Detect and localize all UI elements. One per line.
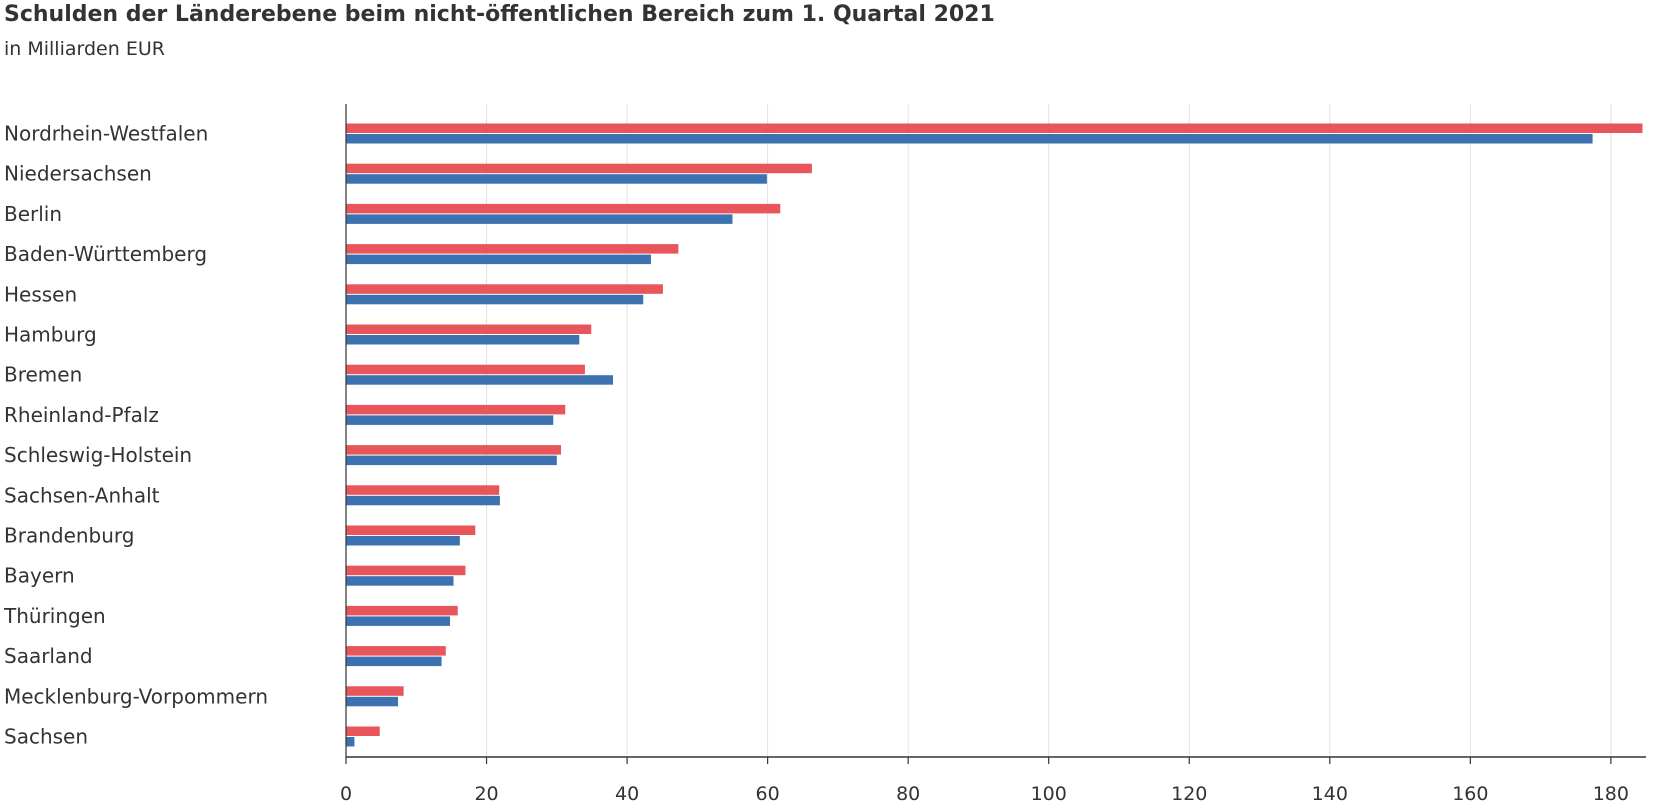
bar-series-2 <box>346 536 460 546</box>
bar-series-2 <box>346 174 767 184</box>
bar-series-1 <box>346 244 679 254</box>
x-tick-label: 80 <box>896 783 920 805</box>
bar-series-1 <box>346 726 380 736</box>
bar-series-1 <box>346 646 446 656</box>
x-tick-label: 160 <box>1452 783 1488 805</box>
bar-series-1 <box>346 284 663 294</box>
x-tick-label: 60 <box>756 783 780 805</box>
bar-series-1 <box>346 324 592 334</box>
x-tick-label: 180 <box>1593 783 1629 805</box>
bar-series-1 <box>346 364 585 375</box>
x-tick-label: 140 <box>1312 783 1348 805</box>
category-label: Hamburg <box>4 323 97 347</box>
grid-lines <box>486 104 1612 757</box>
category-label: Niedersachsen <box>4 162 152 186</box>
chart-title: Schulden der Länderebene beim nicht-öffe… <box>4 2 995 27</box>
x-tick-label: 20 <box>474 783 498 805</box>
bar-series-2 <box>346 415 554 425</box>
bar-series-1 <box>346 485 500 495</box>
category-label: Sachsen <box>4 725 88 749</box>
bar-series-1 <box>346 565 466 576</box>
category-label: Hessen <box>4 282 77 306</box>
axes <box>345 104 1646 764</box>
category-label: Mecklenburg-Vorpommern <box>4 684 268 708</box>
bar-series-1 <box>346 203 781 214</box>
category-labels: Nordrhein-Westfalen Niedersachsen Berlin Ba… <box>3 122 268 749</box>
x-tick-label: 40 <box>615 783 639 805</box>
bar-series-2 <box>346 737 355 747</box>
bar-series-1 <box>346 163 812 174</box>
bar-series-2 <box>346 335 580 345</box>
bar-series-2 <box>346 294 644 305</box>
chart-subtitle: in Milliarden EUR <box>4 38 165 60</box>
category-label: Nordrhein-Westfalen <box>4 122 208 146</box>
category-label: Thüringen <box>3 604 106 628</box>
bar-series-2 <box>346 656 442 667</box>
bar-series-2 <box>346 696 398 707</box>
bar-series-2 <box>346 134 1593 144</box>
bar-series-1 <box>346 686 404 696</box>
category-label: Schleswig-Holstein <box>4 443 192 467</box>
tick-labels: 0 20 40 60 80 100 120 140 160 180 <box>340 783 1629 805</box>
category-label: Bremen <box>4 363 82 387</box>
category-label: Sachsen-Anhalt <box>4 483 160 507</box>
category-label: Saarland <box>4 644 93 668</box>
bar-series-1 <box>346 605 458 616</box>
bar-series-2 <box>346 455 557 466</box>
x-tick-label: 100 <box>1031 783 1067 805</box>
x-tick-label: 120 <box>1171 783 1207 805</box>
bar-series-2 <box>346 495 500 506</box>
category-label: Baden-Württemberg <box>4 242 207 266</box>
bar-series-2 <box>346 214 733 224</box>
bar-series-2 <box>346 375 614 385</box>
bars <box>346 123 1643 747</box>
bar-series-1 <box>346 445 562 455</box>
category-label: Brandenburg <box>4 524 135 548</box>
x-tick-label: 0 <box>340 783 352 805</box>
bar-series-2 <box>346 254 651 265</box>
bar-series-2 <box>346 616 450 626</box>
category-label: Bayern <box>4 564 75 588</box>
bar-series-1 <box>346 123 1643 133</box>
bar-series-2 <box>346 576 454 586</box>
bar-series-1 <box>346 404 566 415</box>
category-label: Rheinland-Pfalz <box>4 403 159 427</box>
bar-series-1 <box>346 525 476 535</box>
category-label: Berlin <box>4 202 62 226</box>
